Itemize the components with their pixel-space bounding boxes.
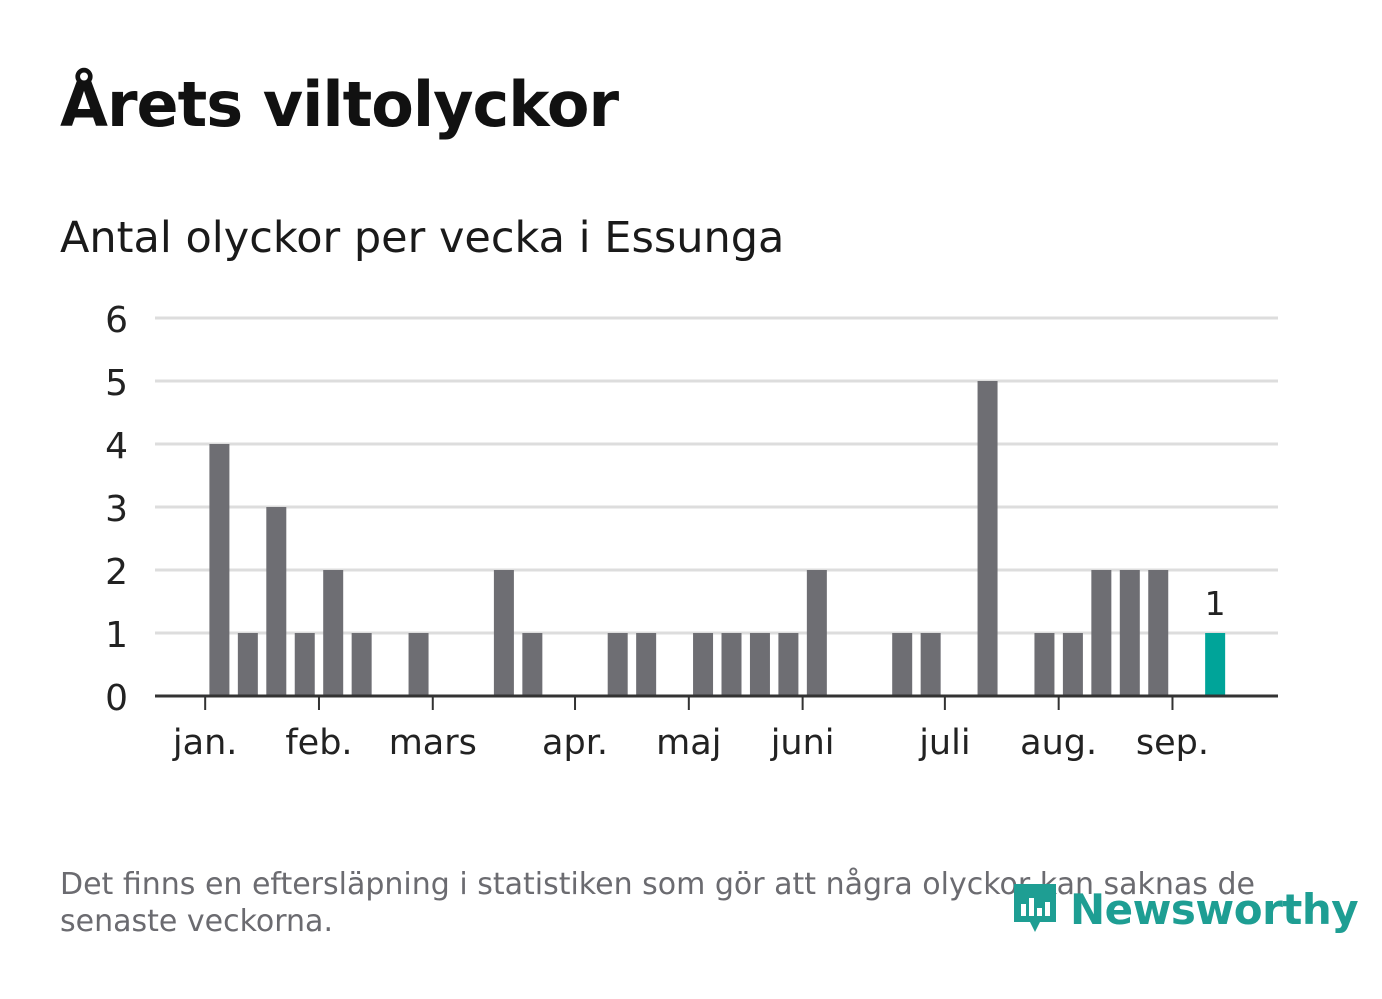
data-label: 1	[1205, 584, 1226, 623]
bar	[351, 633, 372, 696]
x-tick-label: sep.	[1136, 723, 1209, 763]
bar	[1119, 570, 1140, 696]
chart-title: Årets viltolyckor	[60, 68, 619, 141]
bar	[323, 570, 344, 696]
y-tick-label: 4	[105, 426, 128, 467]
bar	[209, 444, 230, 696]
bar	[607, 633, 628, 696]
x-tick-label: feb.	[285, 723, 352, 763]
bar	[721, 633, 742, 696]
y-tick-label: 1	[105, 615, 128, 656]
bar	[1091, 570, 1112, 696]
chart-subtitle: Antal olyckor per vecka i Essunga	[60, 213, 785, 263]
bar	[237, 633, 258, 696]
x-tick-label: mars	[389, 723, 477, 763]
bar	[1148, 570, 1169, 696]
bar	[266, 507, 287, 696]
bar	[749, 633, 770, 696]
bar-highlight	[1205, 633, 1226, 696]
x-tick-label: juni	[770, 723, 835, 763]
bar	[977, 381, 998, 696]
x-tick-label: jan.	[172, 723, 237, 763]
bar	[920, 633, 941, 696]
bar	[1034, 633, 1055, 696]
y-tick-label: 5	[105, 363, 128, 404]
y-tick-label: 0	[105, 678, 128, 719]
bar	[806, 570, 827, 696]
x-tick-label: apr.	[542, 723, 608, 763]
bar	[892, 633, 913, 696]
bar	[493, 570, 514, 696]
x-tick-label: maj	[656, 723, 721, 763]
bar	[294, 633, 315, 696]
bar	[1062, 633, 1083, 696]
bar	[636, 633, 657, 696]
bar	[693, 633, 714, 696]
y-tick-label: 2	[105, 552, 128, 593]
newsworthy-logo-icon	[1014, 884, 1056, 932]
y-tick-label: 6	[105, 300, 128, 341]
x-tick-label: juli	[918, 723, 970, 763]
newsworthy-logo-text: Newsworthy	[1070, 884, 1359, 934]
bar	[408, 633, 429, 696]
bar	[522, 633, 543, 696]
x-tick-label: aug.	[1020, 723, 1097, 763]
newsworthy-logo: Newsworthy	[1010, 878, 1359, 940]
bar	[778, 633, 799, 696]
y-tick-label: 3	[105, 489, 128, 530]
